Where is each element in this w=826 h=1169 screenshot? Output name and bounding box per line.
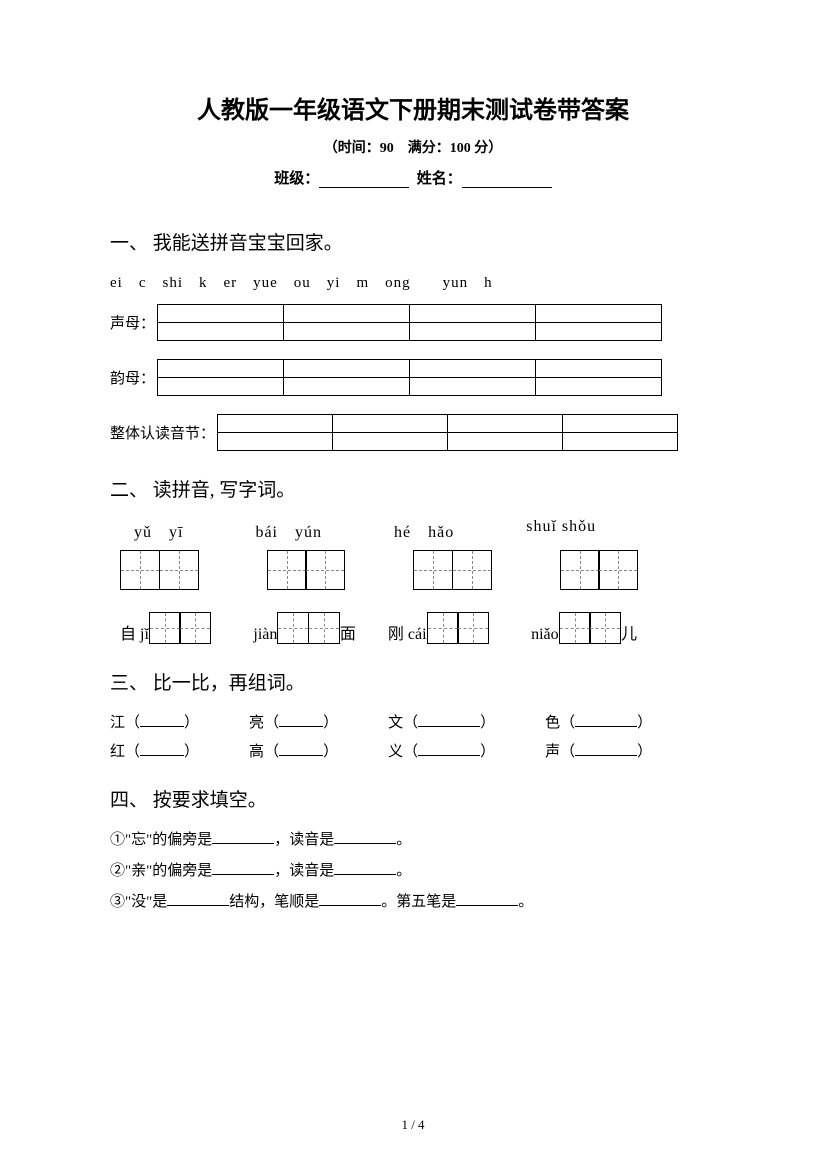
fill-1a: "忘"的偏旁是 [125,832,212,848]
fill-blank[interactable] [167,892,229,906]
zhengti-grid[interactable] [217,414,678,451]
class-label: 班级： [274,171,319,187]
fill-num-2: ② [110,863,125,879]
fill-3d: 。 [518,894,533,910]
char-pair-4[interactable] [560,550,639,590]
subtitle: （时间：90 满分：100 分） [110,137,716,157]
mixed-prefix-1: 自 jǐ [120,620,149,644]
fill-1b: ，读音是 [274,832,334,848]
cmp-2-3: 义 [388,740,403,761]
mixed-box-4b[interactable] [589,612,621,644]
mixed-prefix-2: jiàn [253,626,277,644]
char-pair-2[interactable] [267,550,346,590]
mixed-box-3a[interactable] [427,612,459,644]
mixed-box-4a[interactable] [559,612,591,644]
mixed-item-1: 自 jǐ [120,612,211,644]
pinyin-words-row: yǔ yī bái yún hé hǎo shuǐ shǒu [134,518,716,542]
cmp-blank[interactable] [279,713,323,727]
fill-line-2: ②"亲"的偏旁是 ，读音是 。 [110,859,716,880]
cmp-blank[interactable] [279,742,323,756]
cmp-1-1: 江 [110,711,125,732]
mixed-item-3: 刚 cái [388,612,489,644]
class-blank[interactable] [319,172,409,188]
fill-3c: 。第五笔是 [381,894,456,910]
cmp-blank[interactable] [418,713,480,727]
mixed-box-1a[interactable] [149,612,181,644]
mixed-box-1b[interactable] [179,612,211,644]
mixed-prefix-4: niǎo [531,626,559,644]
page-number: 1 / 4 [0,1117,826,1133]
fill-num-3: ③ [110,894,125,910]
fill-2a: "亲"的偏旁是 [125,863,212,879]
fill-num-1: ① [110,832,125,848]
char-pair-3[interactable] [413,550,492,590]
pinyin-word-4: shuǐ shǒu [526,518,596,542]
pinyin-word-1: yǔ yī [134,518,183,542]
fill-blank[interactable] [456,892,518,906]
cmp-2-1: 红 [110,740,125,761]
zhengti-label: 整体认读音节： [110,422,215,443]
mixed-box-2b[interactable] [308,612,340,644]
pinyin-list: ei c shi k er yue ou yi m ong yun h [110,271,716,292]
cmp-1-2: 亮 [249,711,264,732]
fill-blank[interactable] [212,830,274,844]
char-boxes-row [120,550,716,590]
mixed-item-2: jiàn 面 [253,612,356,644]
zhengti-row: 整体认读音节： [110,414,716,451]
name-label: 姓名： [417,171,462,187]
mixed-box-3b[interactable] [457,612,489,644]
pinyin-word-2: bái yún [255,518,322,542]
fill-blank[interactable] [334,830,396,844]
mixed-suffix-4: 儿 [621,620,637,644]
fill-3b: 结构，笔顺是 [229,894,319,910]
mixed-item-4: niǎo 儿 [531,612,637,644]
pinyin-word-3: hé hǎo [394,518,454,542]
yunmu-grid[interactable] [157,359,662,396]
fill-line-3: ③"没"是 结构，笔顺是 。第五笔是 。 [110,890,716,911]
char-pair-1[interactable] [120,550,199,590]
cmp-blank[interactable] [418,742,480,756]
name-blank[interactable] [462,172,552,188]
fill-blank[interactable] [212,861,274,875]
section4-heading: 四、 按要求填空。 [110,785,716,812]
mixed-suffix-2: 面 [340,620,356,644]
cmp-blank[interactable] [140,742,184,756]
section3-heading: 三、 比一比，再组词。 [110,668,716,695]
cmp-blank[interactable] [575,742,637,756]
info-line: 班级： 姓名： [110,167,716,188]
fill-2c: 。 [396,863,411,879]
cmp-blank[interactable] [575,713,637,727]
cmp-2-4: 声 [545,740,560,761]
section2-heading: 二、 读拼音, 写字词。 [110,475,716,502]
cmp-2-2: 高 [249,740,264,761]
shengmu-label: 声母： [110,312,155,333]
section1-heading: 一、 我能送拼音宝宝回家。 [110,228,716,255]
mixed-row: 自 jǐ jiàn 面 刚 cái niǎo 儿 [120,612,716,644]
fill-2b: ，读音是 [274,863,334,879]
fill-blank[interactable] [319,892,381,906]
compare-row-2: 红（） 高（） 义（） 声（） [110,740,716,761]
fill-line-1: ①"忘"的偏旁是 ，读音是 。 [110,828,716,849]
yunmu-row: 韵母： [110,359,716,396]
mixed-box-2a[interactable] [277,612,309,644]
fill-blank[interactable] [334,861,396,875]
cmp-1-3: 文 [388,711,403,732]
page-title: 人教版一年级语文下册期末测试卷带答案 [110,90,716,125]
yunmu-label: 韵母： [110,367,155,388]
shengmu-grid[interactable] [157,304,662,341]
fill-1c: 。 [396,832,411,848]
cmp-blank[interactable] [140,713,184,727]
compare-row-1: 江（） 亮（） 文（） 色（） [110,711,716,732]
cmp-1-4: 色 [545,711,560,732]
fill-3a: "没"是 [125,894,167,910]
mixed-prefix-3: 刚 cái [388,620,427,644]
shengmu-row: 声母： [110,304,716,341]
